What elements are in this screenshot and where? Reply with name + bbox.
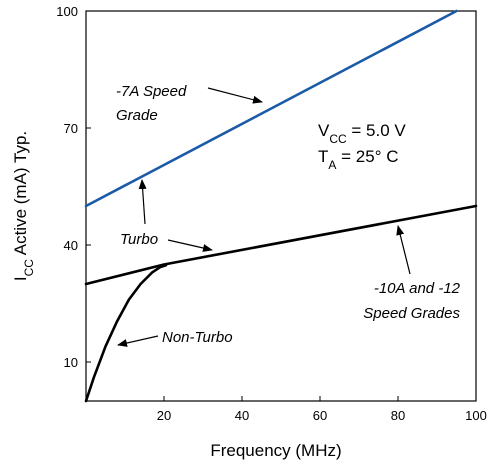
annotation-10a-line2: Speed Grades <box>363 305 460 322</box>
arrow-turbo-right <box>167 239 213 252</box>
annotation-7a-line2: Grade <box>116 107 158 124</box>
arrow-turbo-up <box>138 179 147 225</box>
plot-frame <box>85 10 477 402</box>
annotation-7a-line1: -7A Speed <box>116 83 187 100</box>
annotation-non-turbo: Non-Turbo <box>162 329 233 346</box>
x-tick-label: 100 <box>465 408 487 423</box>
x-tick-label: 80 <box>391 408 405 423</box>
x-tick-label: 20 <box>157 408 171 423</box>
series-line-2 <box>84 263 168 403</box>
annotation-turbo: Turbo <box>120 231 158 248</box>
y-tick-label: 100 <box>56 4 78 19</box>
x-axis-label: Frequency (MHz) <box>210 441 341 460</box>
arrow-10a <box>396 225 411 275</box>
series-line-0 <box>84 9 458 208</box>
y-tick-label: 70 <box>64 121 78 136</box>
x-tick-label: 40 <box>235 408 249 423</box>
arrow-7a <box>207 87 263 104</box>
series-group <box>84 9 478 403</box>
arrow-non-turbo <box>117 335 159 347</box>
series-line-1 <box>84 204 478 286</box>
y-tick-label: 10 <box>64 355 78 370</box>
condition-ta: TA = 25° C <box>318 147 399 172</box>
x-tick-label: 60 <box>313 408 327 423</box>
condition-vcc: VCC = 5.0 V <box>318 121 406 146</box>
axis-ticks: 20 40 60 80 100 10 40 70 100 <box>56 4 487 423</box>
y-tick-label: 40 <box>64 238 78 253</box>
y-axis-label: ICC Active (mA) Typ. <box>11 131 36 281</box>
annotation-10a-line1: -10A and -12 <box>374 280 461 297</box>
